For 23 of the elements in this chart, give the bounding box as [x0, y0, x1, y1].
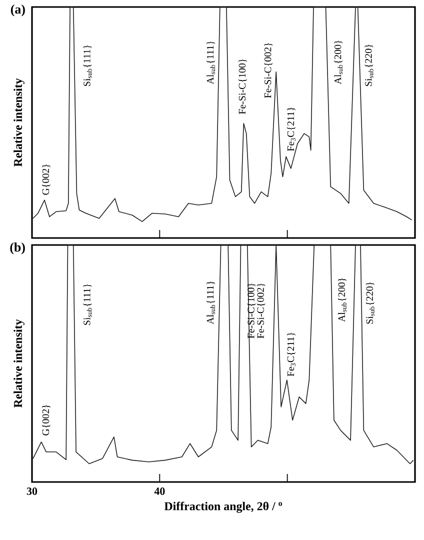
y-axis-title: Relative intensity — [14, 319, 24, 408]
x-tick-label: 30 — [26, 488, 38, 495]
annotation: Fe-Si-C{100} — [247, 283, 256, 338]
x-axis-title: Diffraction angle, 2θ / $^{o}$ — [164, 502, 282, 513]
y-axis-title: Relative intensity — [14, 78, 24, 167]
chart-title: (a) — [10, 4, 25, 16]
annotation: Al$_{sub}${200} — [338, 278, 346, 322]
annotation: Al$_{sub}${200} — [334, 40, 343, 84]
annotation: Fe$_{3}$C{211} — [287, 108, 296, 152]
annotation: Si$_{sub}${220} — [364, 44, 374, 86]
x-tick-label: 40 — [154, 488, 165, 495]
annotation: Fe-Si-C{002} — [256, 283, 266, 338]
annotation: Si$_{sub}${220} — [366, 282, 374, 324]
annotation: Si$_{sub}${111} — [83, 284, 92, 325]
annotation: Fe-Si-C{002} — [264, 43, 272, 98]
annotation: Si$_{sub}${111} — [83, 45, 92, 86]
annotation: G{002} — [42, 404, 50, 436]
annotation: G{002} — [42, 164, 50, 195]
annotation: Fe-Si-C{100} — [238, 59, 247, 114]
chart-title: (b) — [10, 242, 25, 254]
annotation: Al$_{sub}${111} — [206, 41, 216, 84]
annotation: Fe$_{3}$C{211} — [287, 332, 296, 376]
annotation: Al$_{sub}${111} — [206, 281, 216, 324]
